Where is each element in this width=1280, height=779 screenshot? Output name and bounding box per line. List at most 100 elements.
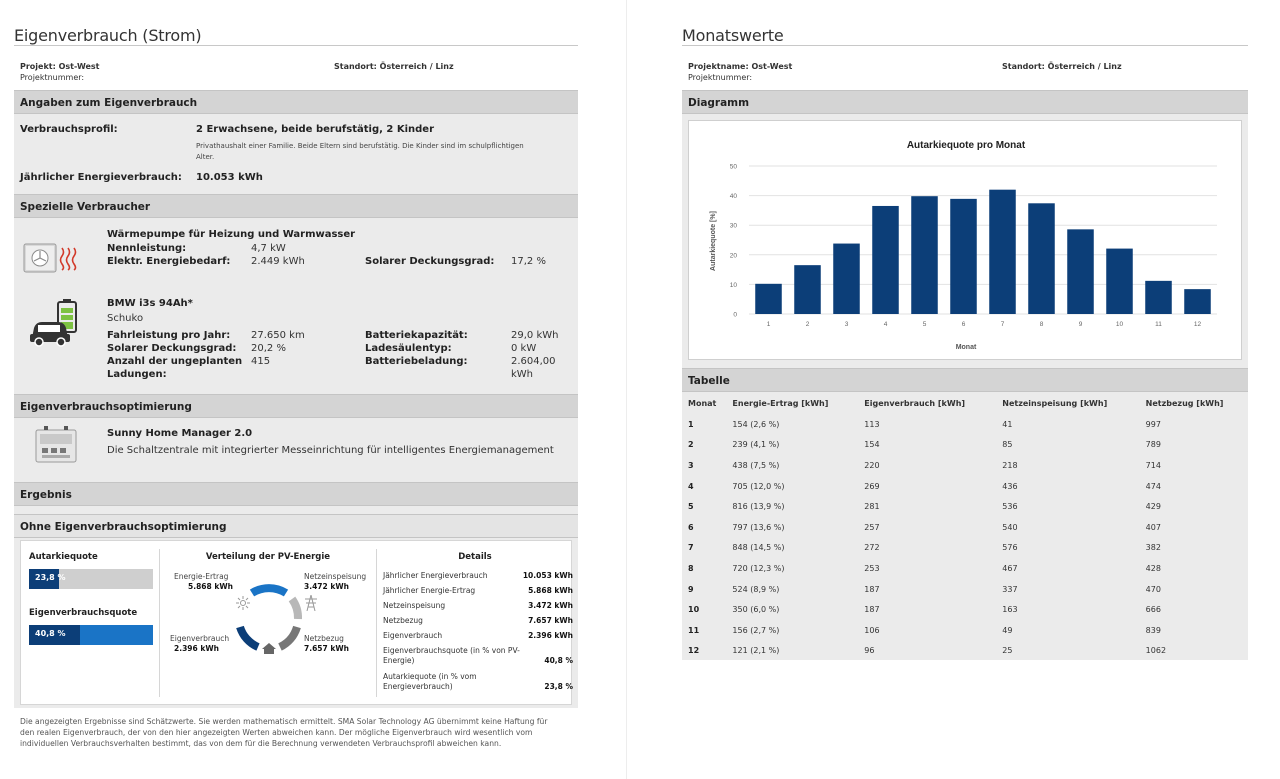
chart-x-tick-label: 4 [884, 321, 888, 328]
chart-x-tick-label: 9 [1079, 321, 1083, 328]
table-cell: 281 [864, 502, 880, 512]
ergebnis-spacer [14, 506, 578, 514]
detail-row: Netzeinspeisung 3.472 kWh [383, 601, 573, 611]
heatpump-demand-label: Elektr. Energiebedarf: [107, 256, 231, 267]
distribution-column: Verteilung der PV-Energie Energie-Ertrag… [160, 541, 376, 706]
table-cell: 10 [688, 605, 700, 615]
chart-x-tick-label: 5 [923, 321, 927, 328]
table-cell: 121 (2,1 %) [732, 646, 780, 656]
table-cell: 187 [864, 605, 880, 615]
heatpump-solar-value: 17,2 % [511, 256, 546, 267]
chart-x-tick-label: 12 [1194, 321, 1202, 328]
chart-title: Autarkiequote pro Monat [907, 140, 1026, 151]
table-row: 5 816 (13,9 %) 281 536 429 [682, 496, 1248, 517]
section-diagramm: Autarkiequote pro Monat 1 2 3 4 5 6 7 8 9 10 11 12 … [682, 114, 1248, 368]
section-ergebnis: Autarkiequote 23,8 % Eigenverbrauchsquot… [14, 538, 578, 748]
evq-label: Eigenverbrauchsquote [29, 608, 138, 618]
chart-y-tick-label: 0 [733, 312, 737, 319]
page-title: Eigenverbrauch (Strom) [14, 0, 578, 46]
table-cell: 797 (13,6 %) [732, 522, 785, 532]
chart-bar [833, 243, 860, 314]
dist-bezug-value: 7.657 kWh [304, 644, 349, 653]
section-tabelle: Monat Energie-Ertrag [kWh] Eigenverbrauch … [682, 392, 1248, 660]
table-row: 2 239 (4,1 %) 154 85 789 [682, 435, 1248, 456]
table-cell: 8 [688, 563, 694, 573]
table-cell: 12 [688, 646, 700, 656]
detail-value: 10.053 kWh [522, 571, 573, 580]
car-km-value: 27.650 km [251, 330, 305, 341]
table-cell: 705 (12,0 %) [732, 481, 785, 491]
table-row: 12 121 (2,1 %) 96 25 1062 [682, 641, 1248, 662]
dist-einsp-label: Netzeinspeisung [304, 572, 367, 581]
distribution-title: Verteilung der PV-Energie [205, 552, 331, 562]
table-cell: 269 [864, 481, 880, 491]
detail-row: Eigenverbrauch 2.396 kWh [383, 631, 573, 641]
detail-value: 40,8 % [544, 656, 573, 665]
details-title: Details [458, 552, 492, 562]
chart-y-ticks: 0 10 20 30 40 50 [730, 164, 738, 319]
profile-value: 2 Erwachsene, beide berufstätig, 2 Kinde… [196, 124, 435, 135]
table-cell: 5 [688, 502, 694, 512]
table-cell: 436 [1002, 481, 1018, 491]
chart-y-tick-label: 50 [730, 164, 738, 171]
table-row: 7 848 (14,5 %) 272 576 382 [682, 538, 1248, 559]
table-cell: 6 [688, 522, 694, 532]
dist-ertrag-label: Energie-Ertrag [174, 572, 229, 581]
car-charge-label: Batteriebeladung: [365, 356, 468, 367]
table-cell: 163 [1002, 605, 1018, 615]
table-body: 1 154 (2,6 %) 113 41 997 2 239 (4,1 %) 154 85 789… [682, 414, 1248, 661]
autarkie-bar: 23,8 % [29, 569, 153, 589]
table-cell: 25 [1002, 646, 1013, 656]
section-header-angaben: Angaben zum Eigenverbrauch [14, 90, 578, 114]
detail-label: Energieverbrauch) [383, 682, 453, 691]
table-cell: 9 [688, 584, 694, 594]
chart-y-tick-label: 40 [730, 193, 738, 200]
detail-value: 23,8 % [544, 682, 573, 691]
chart-bars [755, 189, 1211, 314]
detail-value: 7.657 kWh [528, 616, 573, 625]
project-location: Standort: Österreich / Linz [334, 62, 454, 71]
car-solar-label: Solarer Deckungsgrad: [107, 343, 237, 354]
page-title: Monatswerte [682, 0, 1248, 46]
table-cell: 154 [864, 440, 880, 450]
table-cell: 4 [688, 481, 694, 491]
table-cell: 337 [1002, 584, 1018, 594]
evq-bar-fill [29, 625, 80, 645]
electric-car-icon [28, 298, 84, 348]
table-cell: 113 [864, 419, 880, 429]
right-page: Monatswerte Projektname: Ost-West Projek… [682, 0, 1248, 779]
table-cell: 49 [1002, 625, 1013, 635]
dist-ev-label: Eigenverbrauch [170, 634, 230, 643]
table-cell: 1062 [1145, 646, 1167, 656]
section-header-ohne-optimierung: Ohne Eigenverbrauchsoptimierung [14, 514, 578, 538]
table-column-header: Eigenverbrauch [kWh] [864, 398, 966, 408]
table-row: 3 438 (7,5 %) 220 218 714 [682, 455, 1248, 476]
project-name: Projektname: Ost-West [688, 62, 793, 71]
table-cell: 253 [864, 563, 880, 573]
project-name: Projekt: Ost-West [20, 62, 100, 71]
table-row: 4 705 (12,0 %) 269 436 474 [682, 476, 1248, 497]
table-row: 11 156 (2,7 %) 106 49 839 [682, 620, 1248, 641]
table-cell: 524 (8,9 %) [732, 584, 780, 594]
table-cell: 474 [1145, 481, 1161, 491]
annual-consumption-value: 10.053 kWh [196, 172, 263, 183]
detail-label: Netzeinspeisung [383, 601, 446, 610]
table-cell: 3 [688, 460, 694, 470]
table-cell: 714 [1145, 460, 1161, 470]
autarkie-chart: Autarkiequote pro Monat 1 2 3 4 5 6 7 8 9 10 11 12 … [710, 140, 1217, 351]
chart-bar [911, 196, 938, 314]
table-column-header: Energie-Ertrag [kWh] [732, 398, 829, 408]
table-row: 9 524 (8,9 %) 187 337 470 [682, 579, 1248, 600]
heatpump-title: Wärmepumpe für Heizung und Warmwasser [107, 229, 356, 240]
device-description: Die Schaltzentrale mit integrierter Mess… [107, 445, 554, 456]
detail-row: Netzbezug 7.657 kWh [383, 616, 573, 626]
chart-bar [1106, 248, 1133, 314]
table-column-header: Monat [688, 398, 717, 408]
project-number: Projektnummer: [688, 73, 753, 82]
table-cell: 85 [1002, 440, 1013, 450]
table-cell: 997 [1145, 419, 1161, 429]
table-cell: 536 [1002, 502, 1018, 512]
left-page: Eigenverbrauch (Strom) Projekt: Ost-West… [14, 0, 578, 779]
table-cell: 407 [1145, 522, 1161, 532]
car-unplanned-label-2: Ladungen: [107, 369, 167, 380]
